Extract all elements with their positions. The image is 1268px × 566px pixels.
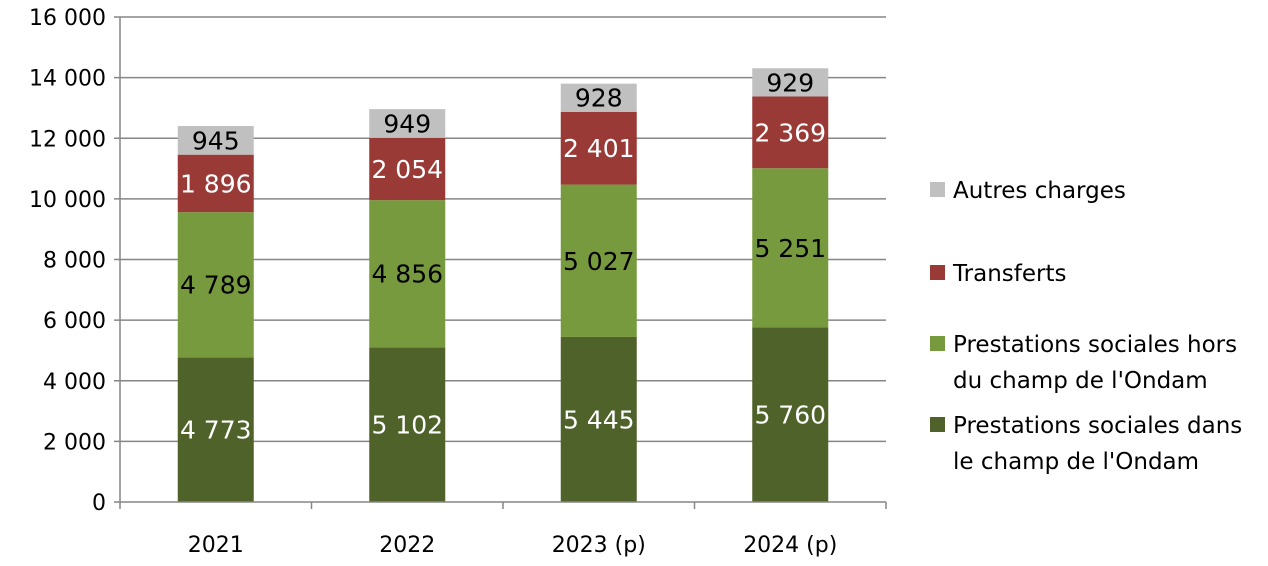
data-label: 4 773 [180,416,252,445]
bar-segment [369,137,446,201]
bar-segment [369,347,446,502]
bar-segment [560,184,637,337]
data-label: 4 856 [371,260,443,289]
data-label: 2 054 [371,155,443,184]
y-tick-label: 4 000 [43,370,106,395]
legend-label: Transferts [952,261,1066,287]
bar-segment [177,357,254,502]
data-label: 5 251 [754,234,826,263]
data-label: 4 789 [180,271,252,300]
data-label: 945 [192,126,240,155]
data-label: 5 445 [563,405,635,434]
y-tick-label: 6 000 [43,309,106,334]
bar-segment [560,83,637,112]
bar-segment [752,96,829,169]
x-tick-label: 2021 [188,533,244,558]
data-label: 2 369 [754,118,826,147]
legend-swatch [930,336,945,351]
legend-swatch [930,417,945,432]
legend-swatch [930,265,945,280]
y-tick-label: 16 000 [29,6,106,31]
legend-label: Autres charges [953,178,1126,204]
legend-label: du champ de l'Ondam [953,368,1208,394]
x-tick-label: 2023 (p) [552,533,646,558]
bar-segment [177,154,254,213]
data-label: 1 896 [180,169,252,198]
x-tick-label: 2022 [379,533,435,558]
data-label: 5 102 [371,411,443,440]
data-label: 2 401 [563,134,635,163]
bar-segment [177,126,254,155]
legend-swatch [930,182,945,197]
data-label: 5 760 [754,401,826,430]
bar-segment [752,327,829,502]
y-tick-label: 0 [92,491,106,516]
data-label: 5 027 [563,247,635,276]
bar-segment [752,168,829,328]
data-label: 928 [575,84,623,113]
bar-segment [752,68,829,97]
bar-segment [369,200,446,348]
data-label: 949 [383,110,431,139]
bar-segment [177,212,254,358]
bar-segment [560,336,637,502]
y-tick-label: 12 000 [29,127,106,152]
x-tick-label: 2024 (p) [743,533,837,558]
legend-label: le champ de l'Ondam [953,449,1199,475]
y-tick-label: 14 000 [29,67,106,92]
legend-label: Prestations sociales hors [953,332,1237,358]
y-tick-label: 10 000 [29,188,106,213]
bar-segment [369,109,446,138]
legend-label: Prestations sociales dans [953,413,1242,439]
y-tick-label: 8 000 [43,249,106,274]
bar-segment [560,111,637,185]
data-label: 929 [766,68,814,97]
y-tick-label: 2 000 [43,430,106,455]
